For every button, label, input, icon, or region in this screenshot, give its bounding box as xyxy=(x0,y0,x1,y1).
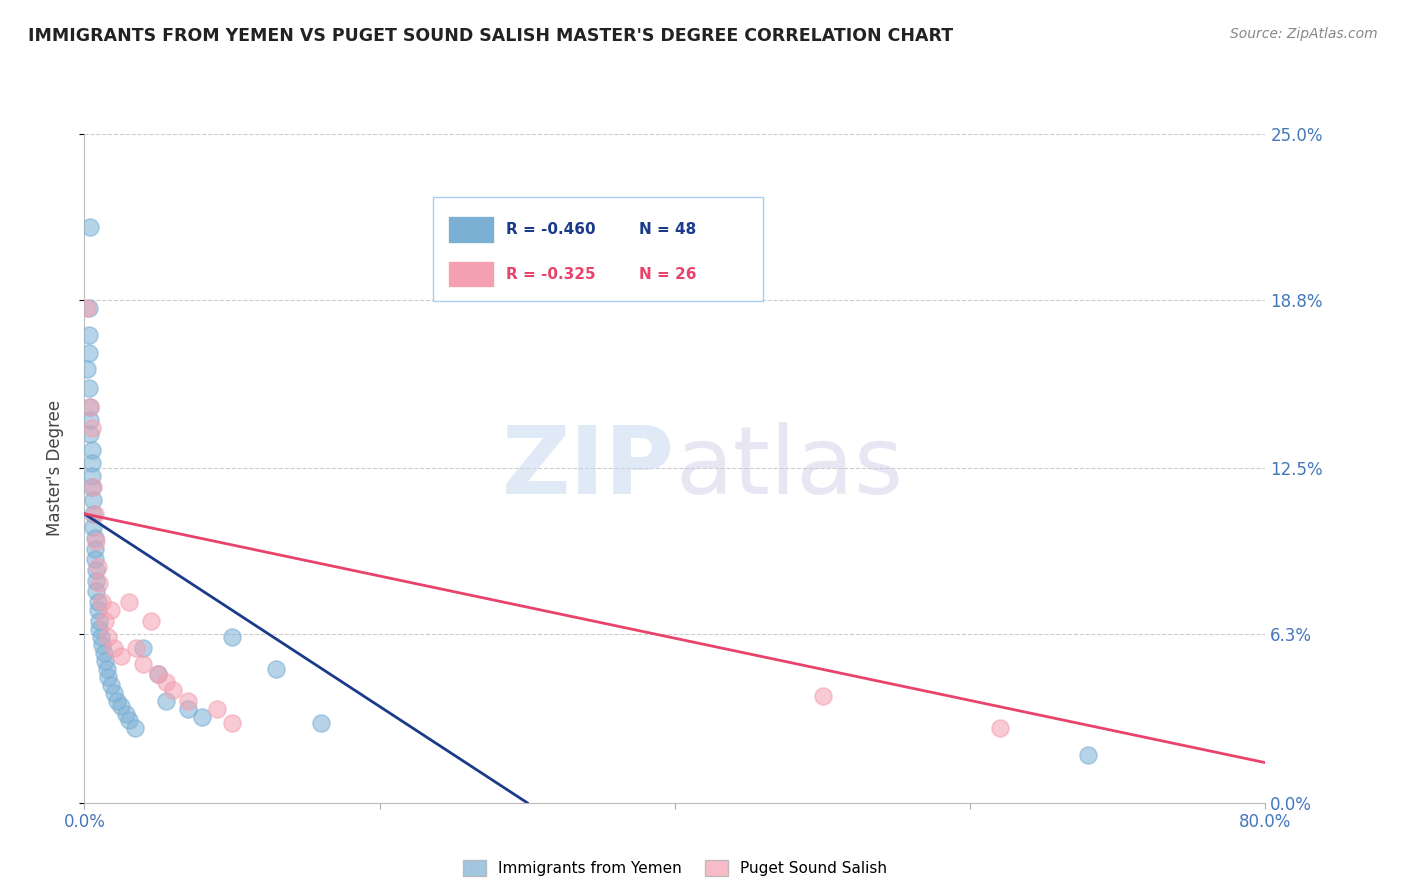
Point xyxy=(82,520,104,534)
Point xyxy=(97,670,120,684)
FancyBboxPatch shape xyxy=(449,261,494,287)
Point xyxy=(139,614,162,628)
Point xyxy=(82,493,104,508)
Point xyxy=(94,614,117,628)
Point xyxy=(148,667,170,681)
Point xyxy=(100,603,122,617)
Point xyxy=(89,576,111,591)
Point xyxy=(97,630,120,644)
Text: Source: ZipAtlas.com: Source: ZipAtlas.com xyxy=(1230,27,1378,41)
Point xyxy=(83,531,105,545)
Y-axis label: Master's Degree: Master's Degree xyxy=(45,401,63,536)
Text: N = 48: N = 48 xyxy=(640,222,697,237)
Point xyxy=(103,640,125,655)
Point xyxy=(309,715,332,730)
Point xyxy=(89,614,111,628)
Text: N = 26: N = 26 xyxy=(640,267,697,282)
Point xyxy=(80,456,103,470)
Point xyxy=(79,400,101,414)
Point xyxy=(77,381,100,395)
Point xyxy=(132,657,155,671)
Point xyxy=(177,694,200,708)
Point xyxy=(155,675,177,690)
Point xyxy=(132,640,155,655)
Point xyxy=(79,220,101,235)
Text: IMMIGRANTS FROM YEMEN VS PUGET SOUND SALISH MASTER'S DEGREE CORRELATION CHART: IMMIGRANTS FROM YEMEN VS PUGET SOUND SAL… xyxy=(28,27,953,45)
Point xyxy=(76,362,98,376)
Point xyxy=(90,630,112,644)
Point xyxy=(86,603,108,617)
Point xyxy=(105,694,128,708)
Point xyxy=(118,713,141,727)
Point xyxy=(221,630,243,644)
Point xyxy=(82,480,104,494)
Point xyxy=(84,563,107,577)
Point xyxy=(80,421,103,435)
Text: atlas: atlas xyxy=(675,422,903,515)
Point xyxy=(191,710,214,724)
Point xyxy=(100,678,122,692)
Point xyxy=(77,346,100,360)
Point xyxy=(94,654,117,668)
FancyBboxPatch shape xyxy=(433,197,763,301)
FancyBboxPatch shape xyxy=(449,217,494,243)
Point xyxy=(148,667,170,681)
Text: ZIP: ZIP xyxy=(502,422,675,515)
Point xyxy=(80,480,103,494)
Point xyxy=(91,595,114,609)
Point xyxy=(162,683,184,698)
Point xyxy=(125,640,148,655)
Point xyxy=(811,689,834,703)
Point xyxy=(118,595,141,609)
Point xyxy=(91,638,114,652)
Point xyxy=(1077,747,1099,762)
Legend: Immigrants from Yemen, Puget Sound Salish: Immigrants from Yemen, Puget Sound Salis… xyxy=(457,854,893,882)
Point xyxy=(110,699,132,714)
Point xyxy=(77,327,100,342)
Point xyxy=(84,574,107,588)
Point xyxy=(79,413,101,427)
Point xyxy=(84,533,107,548)
Point xyxy=(124,721,146,735)
Point xyxy=(76,301,98,315)
Point xyxy=(86,595,108,609)
Point xyxy=(177,702,200,716)
Point xyxy=(82,507,104,521)
Point xyxy=(96,662,118,676)
Text: R = -0.325: R = -0.325 xyxy=(506,267,596,282)
Point xyxy=(84,584,107,599)
Point xyxy=(155,694,177,708)
Point xyxy=(83,552,105,566)
Point xyxy=(114,707,136,722)
Point xyxy=(221,715,243,730)
Point xyxy=(988,721,1011,735)
Point xyxy=(264,662,288,676)
Point xyxy=(110,648,132,663)
Point xyxy=(89,622,111,636)
Text: R = -0.460: R = -0.460 xyxy=(506,222,596,237)
Point xyxy=(93,646,115,660)
Point xyxy=(79,426,101,441)
Point xyxy=(79,400,101,414)
Point xyxy=(205,702,228,716)
Point xyxy=(86,560,108,574)
Point xyxy=(83,541,105,556)
Point xyxy=(80,442,103,457)
Point xyxy=(80,469,103,483)
Point xyxy=(83,507,105,521)
Point xyxy=(77,301,100,315)
Point xyxy=(103,686,125,700)
